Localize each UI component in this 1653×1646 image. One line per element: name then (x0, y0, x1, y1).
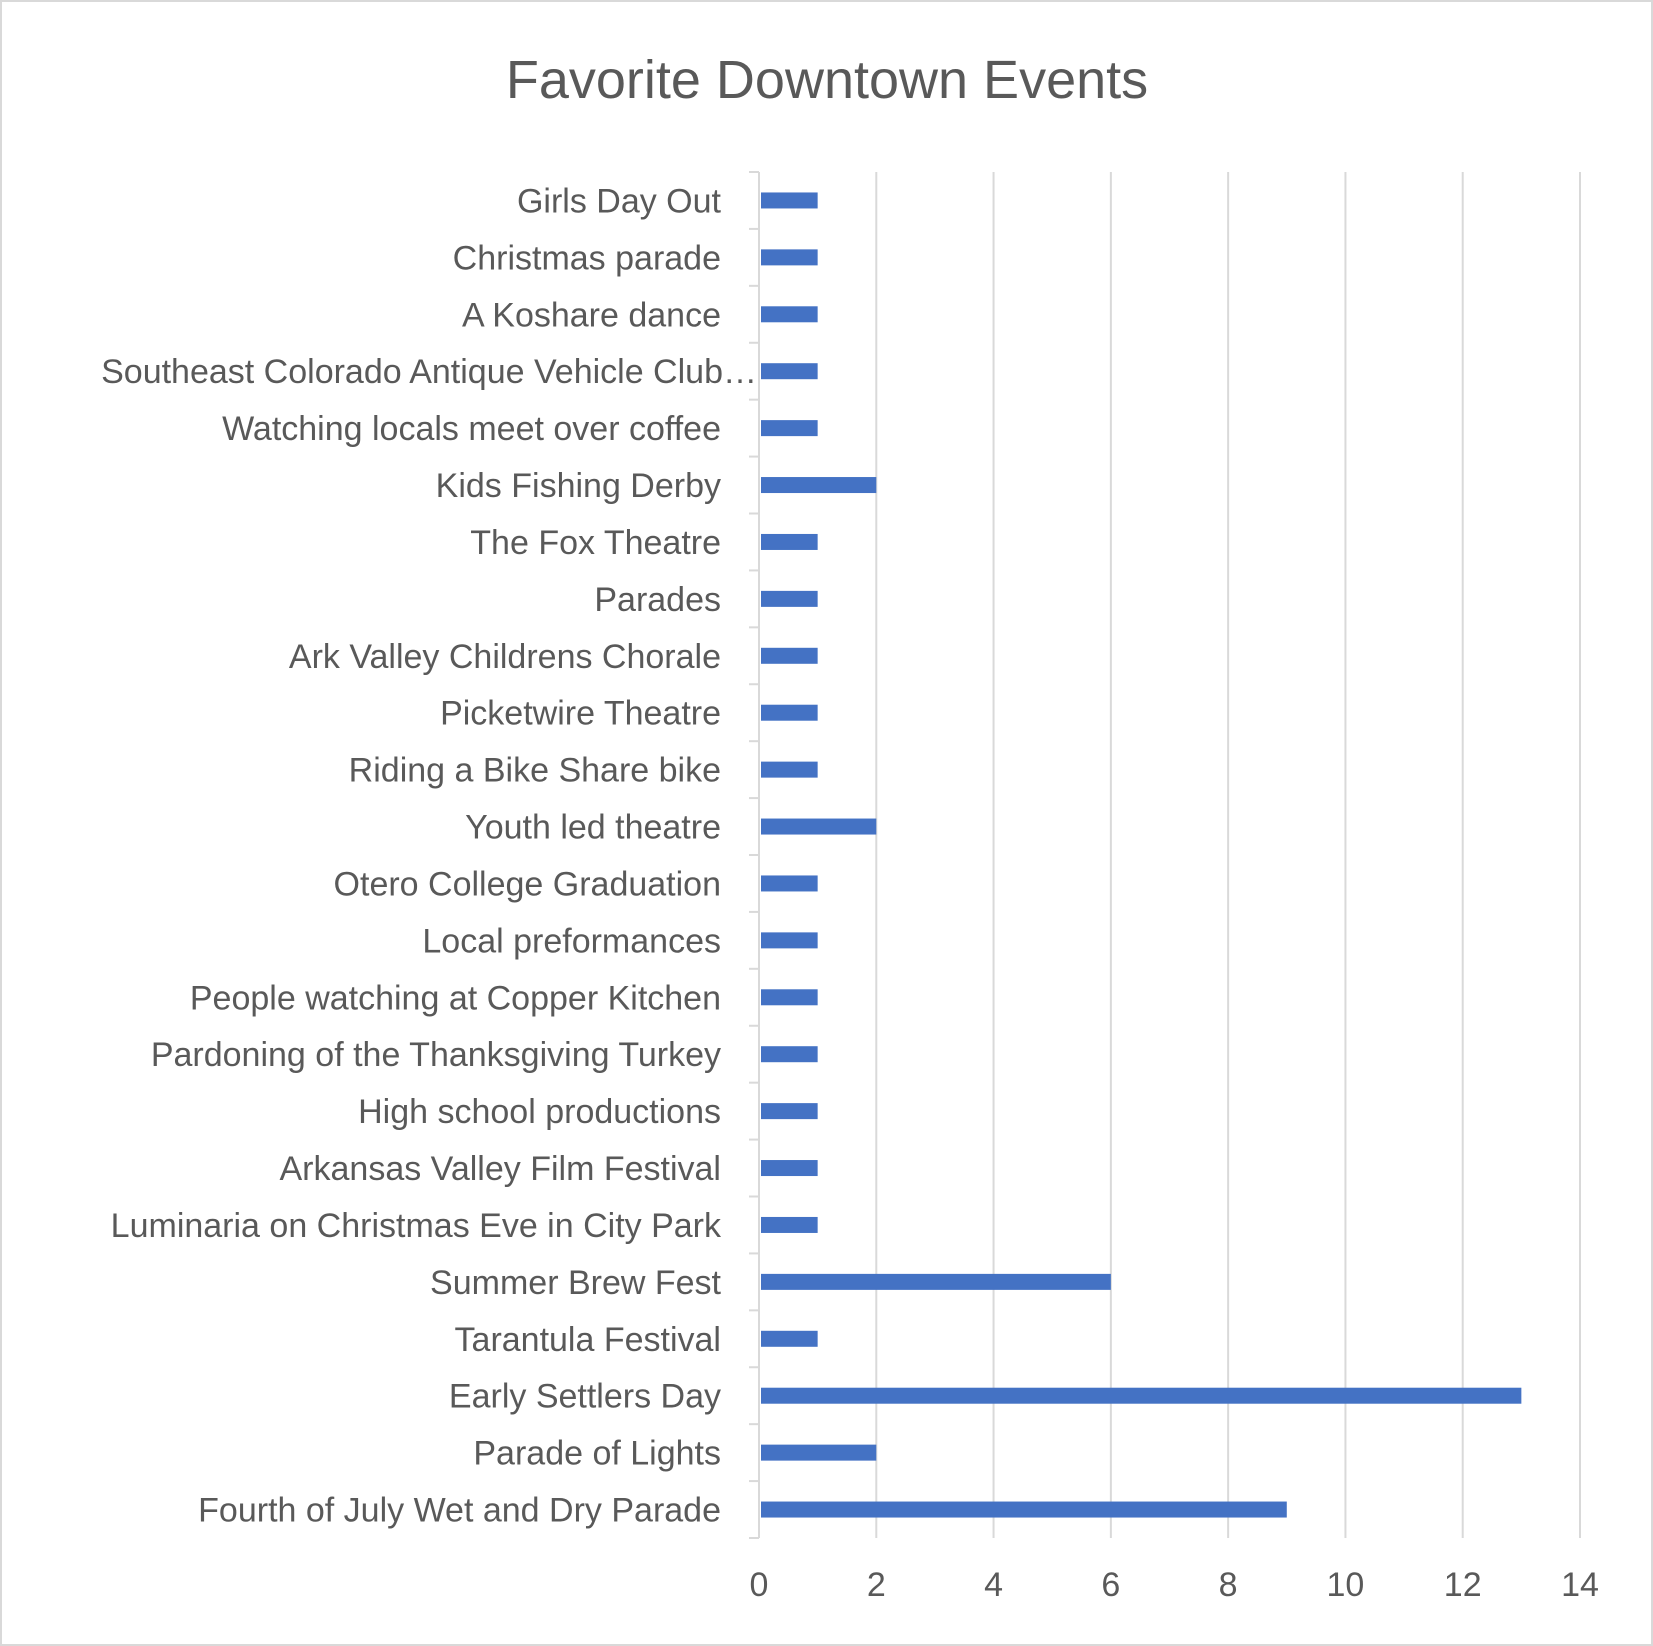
bar (761, 1330, 818, 1347)
bar (761, 875, 818, 892)
bar (761, 590, 818, 607)
bar (761, 647, 818, 664)
bar (761, 761, 818, 778)
x-tick-label: 0 (750, 1566, 769, 1604)
bar (761, 1444, 877, 1461)
category-label: People watching at Copper Kitchen (190, 979, 721, 1017)
category-label: Girls Day Out (517, 182, 722, 220)
x-tick-label: 14 (1561, 1566, 1599, 1604)
x-tick-label: 12 (1444, 1566, 1482, 1604)
x-tick-label: 4 (984, 1566, 1003, 1604)
category-label: Otero College Graduation (334, 865, 721, 903)
category-label: Summer Brew Fest (430, 1264, 721, 1302)
bar (761, 477, 877, 494)
category-labels: Girls Day Out Christmas parade A Koshare d… (101, 182, 757, 1529)
category-label: A Koshare dance (462, 296, 721, 334)
category-label: High school productions (358, 1093, 721, 1131)
bar (761, 533, 818, 550)
category-label: The Fox Theatre (470, 524, 721, 562)
category-label: Christmas parade (453, 239, 721, 277)
category-label: Pardoning of the Thanksgiving Turkey (151, 1036, 721, 1074)
bar (761, 1046, 818, 1063)
bars (761, 192, 1522, 1518)
bar (761, 989, 818, 1006)
category-label: Watching locals meet over coffee (222, 410, 721, 448)
category-label: Local preformances (422, 922, 721, 960)
category-label: Fourth of July Wet and Dry Parade (198, 1492, 721, 1530)
bar (761, 1501, 1287, 1518)
bar (761, 306, 818, 323)
bar (761, 1273, 1111, 1290)
category-label: Luminaria on Christmas Eve in City Park (111, 1207, 722, 1245)
x-tick-label: 8 (1219, 1566, 1238, 1604)
category-label: Ark Valley Childrens Chorale (289, 638, 721, 676)
bar (761, 704, 818, 721)
bar (761, 420, 818, 437)
category-label: Picketwire Theatre (440, 695, 721, 733)
category-label: Youth led theatre (465, 809, 721, 847)
grid-lines (875, 172, 1581, 1538)
category-label: Kids Fishing Derby (436, 467, 721, 505)
x-tick-label: 10 (1327, 1566, 1365, 1604)
bar (761, 249, 818, 266)
category-label: Arkansas Valley Film Festival (280, 1150, 722, 1188)
bar (761, 1387, 1522, 1404)
bar (761, 818, 877, 835)
category-label: Riding a Bike Share bike (349, 752, 721, 790)
x-tick-label: 6 (1101, 1566, 1120, 1604)
bar (761, 192, 818, 209)
chart-title: Favorite Downtown Events (506, 50, 1148, 110)
category-label: Tarantula Festival (455, 1321, 721, 1359)
bar (761, 363, 818, 380)
bar (761, 1103, 818, 1120)
category-label: Early Settlers Day (449, 1378, 721, 1416)
x-tick-label: 2 (867, 1566, 886, 1604)
category-label: Parades (594, 581, 721, 619)
bar (761, 932, 818, 949)
bar (761, 1160, 818, 1177)
category-axis (749, 171, 760, 1539)
x-tick-labels: 0 2 4 6 8 10 12 14 (750, 1566, 1599, 1604)
category-label: Southeast Colorado Antique Vehicle Club… (101, 353, 757, 391)
bar (761, 1216, 818, 1233)
category-label: Parade of Lights (473, 1435, 721, 1473)
